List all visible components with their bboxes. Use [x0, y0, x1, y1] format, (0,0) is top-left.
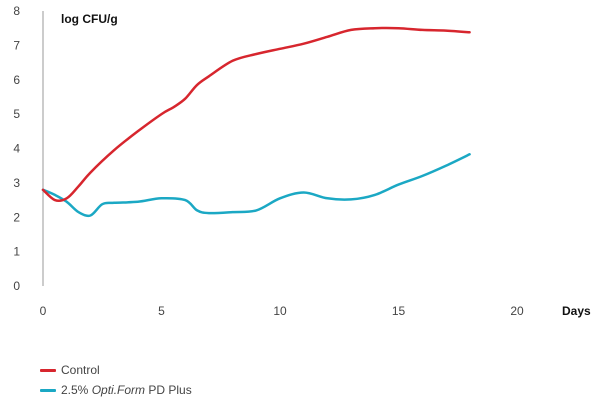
x-tick-label: 5 [158, 304, 165, 318]
legend-label-control: Control [61, 363, 100, 377]
y-tick-label: 3 [13, 176, 20, 190]
y-tick-label: 8 [13, 4, 20, 18]
series-line-optiform [41, 153, 471, 218]
legend-item-optiform: 2.5% Opti.Form PD Plus [40, 380, 192, 400]
y-tick-label: 0 [13, 279, 20, 293]
x-tick-label: 0 [40, 304, 47, 318]
y-tick-labels: 0 1 2 3 4 5 6 7 8 [13, 4, 20, 293]
x-tick-label: 10 [273, 304, 287, 318]
y-axis-title: log CFU/g [61, 12, 118, 26]
legend-label-optiform-suffix: PD Plus [145, 383, 192, 397]
y-tick-label: 5 [13, 107, 20, 121]
legend-label-optiform: 2.5% Opti.Form PD Plus [61, 383, 192, 397]
legend: Control 2.5% Opti.Form PD Plus [40, 360, 192, 400]
series-lines [41, 26, 471, 218]
series-line-control [41, 26, 471, 203]
x-tick-label: 20 [510, 304, 524, 318]
y-tick-label: 6 [13, 73, 20, 87]
x-tick-label: 15 [392, 304, 406, 318]
y-tick-label: 4 [13, 142, 20, 156]
legend-swatch-control [40, 368, 56, 372]
legend-label-optiform-brand: Opti.Form [91, 383, 146, 397]
y-tick-label: 2 [13, 210, 20, 224]
legend-label-optiform-prefix: 2.5% [61, 383, 92, 397]
y-tick-label: 7 [13, 38, 20, 52]
x-tick-labels: 0 5 10 15 20 [40, 304, 524, 318]
legend-swatch-optiform [40, 388, 56, 392]
y-tick-label: 1 [13, 245, 20, 259]
legend-item-control: Control [40, 360, 192, 380]
x-axis-title: Days [562, 304, 591, 318]
